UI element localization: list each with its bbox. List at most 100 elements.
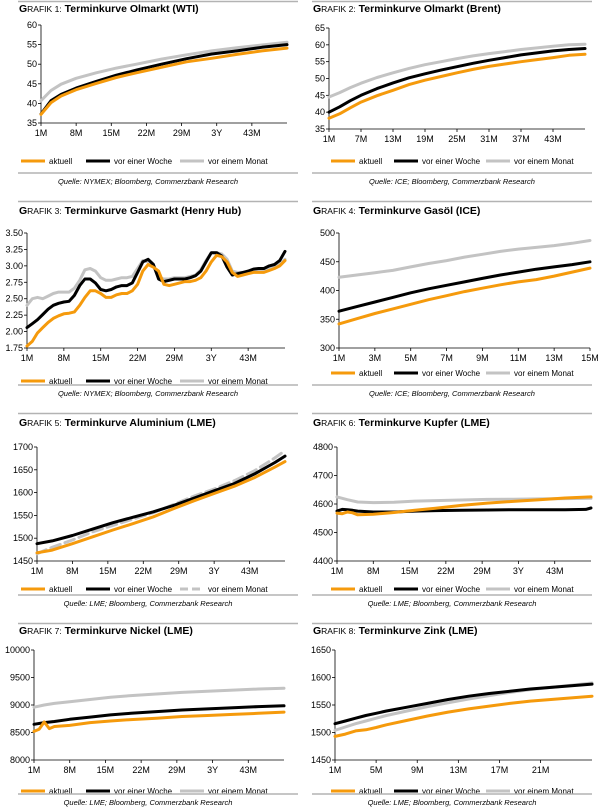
chart-1-y-tick-label: 60 [27,20,37,30]
chart-4-title: GRAFIK 4: Terminkurve Gasöl (ICE) [313,205,480,217]
chart-6-y-tick-label: 4600 [313,499,333,509]
chart-panel-7: GRAFIK 7: Terminkurve Nickel (LME) 8000 850… [5,622,298,807]
chart-2-x-tick-label: 7M [355,134,368,144]
chart-8-legend-label-vor-einem-monat: vor einem Monat [514,787,574,796]
chart-panel-2: GRAFIK 2: Terminkurve Olmarkt (Brent) 35 40… [312,0,592,186]
chart-6-x-tick-label: 15M [401,566,419,576]
chart-3-legend-label-aktuell: aktuell [49,377,72,386]
chart-7-x-tick-label: 1M [28,765,41,775]
chart-1-x-tick-label: 3Y [211,128,222,138]
chart-2-series-vor-einem-monat [327,42,587,99]
chart-2-title-text: Terminkurve Olmarkt (Brent) [359,3,501,15]
chart-6-source: Quelle: LME; Bloomberg, Commerzbank Rese… [368,599,537,608]
chart-panel-5: GRAFIK 5: Terminkurve Aluminium (LME) 1450… [13,412,298,608]
chart-7-series-vor-einer-woche [32,704,286,726]
chart-2-title-prefix-rest: RAFIK 2: [321,4,355,14]
chart-2-x-tick-label: 1M [323,134,336,144]
chart-2-x-tick-label: 13M [384,134,402,144]
chart-6-x-tick-label: 29M [473,566,491,576]
chart-3-legend-label-vor-einem-monat: vor einem Monat [208,377,268,386]
chart-8-x-tick-label: 21M [532,765,550,775]
chart-8-legend-label-aktuell: aktuell [359,787,382,796]
chart-5-series-vor-einem-monat [35,449,287,556]
chart-5-legend-label-vor-einem-monat: vor einem Monat [208,585,268,594]
chart-5-y-tick-label: 1650 [13,465,33,475]
chart-3-y-tick-label: 3.50 [5,228,23,238]
chart-8-y-tick-label: 1500 [311,728,331,738]
chart-2-series-aktuell [327,52,587,120]
chart-5-y-tick-label: 1450 [13,556,33,566]
chart-5-y-tick-label: 1550 [13,510,33,520]
chart-3-series-vor-einer-woche [25,249,287,330]
chart-5-source: Quelle: LME; Bloomberg, Commerzbank Rese… [64,599,233,608]
chart-7-y-tick-label: 8000 [10,755,30,765]
chart-4-x-tick-label: 7M [440,353,453,363]
chart-8-legend-label-vor-einer-woche: vor einer Woche [422,787,481,796]
chart-4-x-tick-label: 1M [333,353,346,363]
chart-3-y-tick-label: 2.25 [5,310,23,320]
chart-5-series-vor-einer-woche [35,454,287,546]
chart-5-y-tick-label: 1500 [13,533,33,543]
chart-3-y-tick-label: 2.00 [5,327,23,337]
chart-8-title-prefix-rest: RAFIK 8: [321,626,355,636]
chart-5-x-tick-label: 22M [135,566,153,576]
chart-7-y-tick-label: 9500 [10,673,30,683]
chart-6-title-prefix-rest: RAFIK 6: [321,418,355,428]
chart-7-x-tick-label: 8M [63,765,76,775]
chart-5-series-aktuell [35,460,287,555]
chart-2-y-tick-label: 65 [315,23,325,33]
chart-7-x-tick-label: 43M [240,765,258,775]
chart-4-x-tick-label: 13M [545,353,563,363]
chart-3-y-tick-label: 2.75 [5,277,23,287]
chart-5-x-tick-label: 29M [170,566,188,576]
chart-2-legend-label-vor-einer-woche: vor einer Woche [422,157,481,166]
chart-panel-1: GRAFIK 1: Terminkurve Olmarkt (WTI) 35 40 45… [18,0,298,186]
chart-5-title-prefix-rest: RAFIK 5: [27,418,61,428]
chart-6-series-vor-einer-woche [335,506,593,514]
chart-2-x-tick-label: 43M [544,134,562,144]
chart-7-title-prefix: G [19,625,27,637]
chart-7-y-tick-label: 9000 [10,700,30,710]
chart-8-series-vor-einer-woche [333,682,594,726]
chart-4-series-aktuell [337,266,592,326]
chart-1-series-vor-einem-monat [39,40,289,103]
chart-1-y-tick-label: 50 [27,59,37,69]
chart-1-legend-label-vor-einem-monat: vor einem Monat [208,157,268,166]
chart-3-series-vor-einem-monat [25,251,287,307]
chart-4-x-tick-label: 9M [476,353,489,363]
chart-2-y-tick-label: 50 [315,74,325,84]
chart-1-y-tick-label: 45 [27,79,37,89]
chart-8-y-tick-label: 1650 [311,645,331,655]
chart-8-y-tick-label: 1600 [311,673,331,683]
chart-3-x-tick-label: 22M [129,353,147,363]
chart-1-series-aktuell [39,46,289,116]
chart-6-x-tick-label: 3Y [513,566,524,576]
chart-1-legend-label-aktuell: aktuell [49,157,72,166]
chart-4-legend-label-aktuell: aktuell [359,369,382,378]
chart-1-x-tick-label: 8M [70,128,83,138]
chart-7-title: GRAFIK 7: Terminkurve Nickel (LME) [19,625,193,637]
chart-5-x-tick-label: 3Y [209,566,220,576]
chart-2-title: GRAFIK 2: Terminkurve Olmarkt (Brent) [313,3,501,15]
chart-5-x-tick-label: 1M [31,566,44,576]
chart-4-x-tick-label: 11M [510,353,527,363]
chart-6-y-tick-label: 4800 [313,442,333,452]
chart-1-legend-label-vor-einer-woche: vor einer Woche [114,157,173,166]
chart-2-y-tick-label: 35 [315,124,325,134]
chart-3-title-prefix: G [19,205,27,217]
chart-4-legend-label-vor-einer-woche: vor einer Woche [422,369,481,378]
chart-4-x-tick-label: 15M [581,353,598,363]
chart-1-x-tick-label: 22M [138,128,156,138]
chart-7-title-prefix-rest: RAFIK 7: [27,626,61,636]
chart-6-x-tick-label: 22M [437,566,455,576]
chart-6-legend-label-vor-einem-monat: vor einem Monat [514,585,574,594]
chart-8-x-tick-label: 9M [411,765,424,775]
chart-5-y-tick-label: 1700 [13,442,33,452]
chart-3-legend-label-vor-einer-woche: vor einer Woche [114,377,173,386]
chart-4-x-tick-label: 3M [369,353,382,363]
chart-5-title-prefix: G [19,417,27,429]
chart-5-legend-label-vor-einer-woche: vor einer Woche [114,585,173,594]
chart-1-title-text: Terminkurve Olmarkt (WTI) [65,3,199,15]
chart-6-title-text: Terminkurve Kupfer (LME) [359,417,490,429]
chart-1-title-prefix-rest: RAFIK 1: [27,4,61,14]
